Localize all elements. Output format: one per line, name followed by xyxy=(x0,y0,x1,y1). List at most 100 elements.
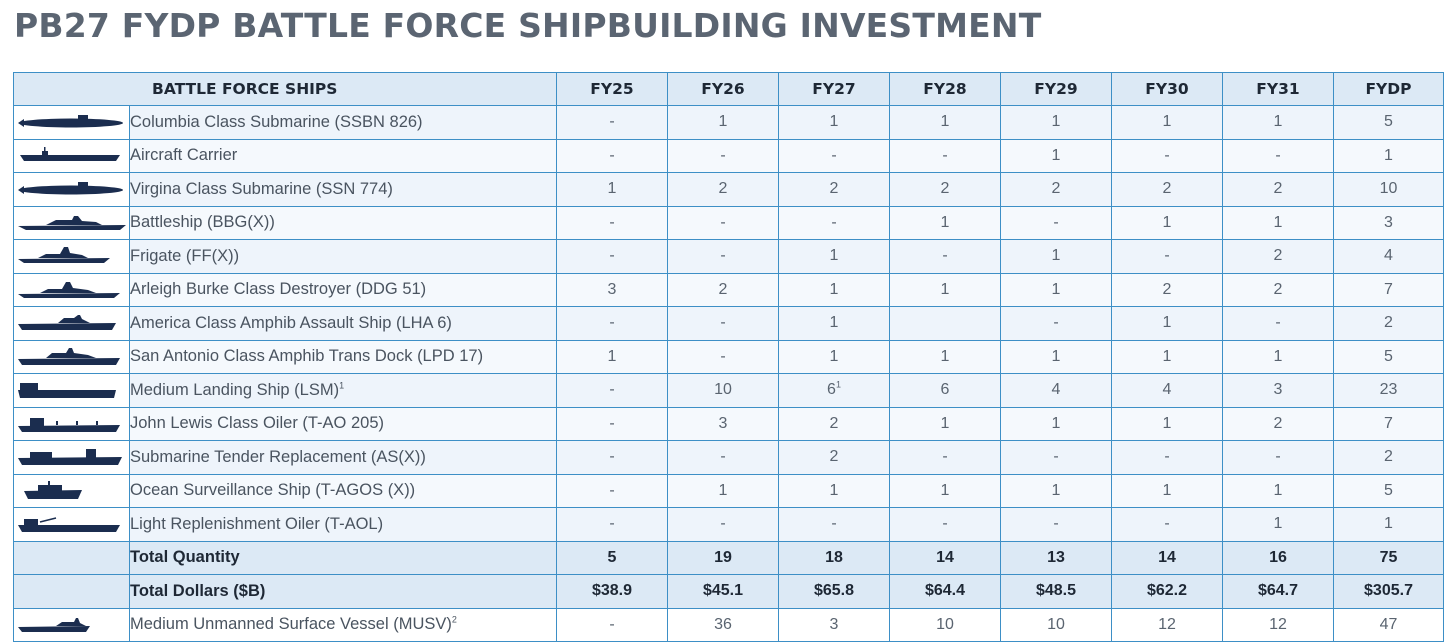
value-cell: $305.7 xyxy=(1333,574,1444,609)
ship-icon-cell xyxy=(13,339,130,374)
ship-name: Columbia Class Submarine (SSBN 826) xyxy=(129,105,557,140)
value-cell: 47 xyxy=(1333,607,1444,642)
value-cell: $62.2 xyxy=(1111,574,1223,609)
value-cell: - xyxy=(556,406,668,441)
table-row: Light Replenishment Oiler (T-AOL) ------… xyxy=(13,507,1444,542)
value-cell: 1 xyxy=(1000,272,1112,307)
value-cell: 2 xyxy=(889,172,1001,207)
value-cell: 1 xyxy=(889,205,1001,240)
value-cell: 1 xyxy=(778,339,890,374)
footnote-marker: 1 xyxy=(835,379,841,390)
header-fy27: FY27 xyxy=(778,72,890,106)
value-cell: - xyxy=(556,138,668,173)
value-cell: - xyxy=(556,473,668,508)
value-cell: 1 xyxy=(1111,205,1223,240)
value-cell: - xyxy=(889,507,1001,542)
value-cell: - xyxy=(1222,440,1334,475)
value-cell: 14 xyxy=(889,540,1001,575)
footnote-marker: 1 xyxy=(339,380,345,391)
ship-icon-cell xyxy=(13,105,130,140)
header-fy30: FY30 xyxy=(1111,72,1223,106)
value-cell: - xyxy=(667,239,779,274)
value-cell: - xyxy=(889,440,1001,475)
total-quantity-label: Total Quantity xyxy=(129,540,557,575)
value-cell: 10 xyxy=(667,373,779,408)
value-cell: 1 xyxy=(556,172,668,207)
replenishment-oiler-icon xyxy=(15,514,129,534)
table-row: San Antonio Class Amphib Trans Dock (LPD… xyxy=(13,339,1444,374)
landing-ship-icon xyxy=(15,380,129,400)
frigate-icon xyxy=(15,246,129,266)
table-row: Submarine Tender Replacement (AS(X)) --2… xyxy=(13,440,1444,475)
value-cell: - xyxy=(667,138,779,173)
value-cell: 23 xyxy=(1333,373,1444,408)
value-cell: 1 xyxy=(778,306,890,341)
value-cell: 19 xyxy=(667,540,779,575)
value-cell: 1 xyxy=(1222,507,1334,542)
value-cell: 10 xyxy=(889,607,1001,642)
ship-name: Frigate (FF(X)) xyxy=(129,239,557,274)
value-cell: 1 xyxy=(778,272,890,307)
value-cell: 3 xyxy=(1222,373,1334,408)
value-cell: 1 xyxy=(889,406,1001,441)
value-cell: 14 xyxy=(1111,540,1223,575)
header-fy31: FY31 xyxy=(1222,72,1334,106)
value-cell: 1 xyxy=(1333,507,1444,542)
value-cell: - xyxy=(556,306,668,341)
value-cell: - xyxy=(556,507,668,542)
value-cell: 1 xyxy=(1000,339,1112,374)
ship-name: Virgina Class Submarine (SSN 774) xyxy=(129,172,557,207)
value-cell: 2 xyxy=(1333,440,1444,475)
value-cell: - xyxy=(556,607,668,642)
value-cell: 1 xyxy=(1000,239,1112,274)
value-cell: 1 xyxy=(1000,473,1112,508)
value-cell: - xyxy=(778,205,890,240)
value-cell: 1 xyxy=(1222,339,1334,374)
header-fydp: FYDP xyxy=(1333,72,1444,106)
value-cell: 1 xyxy=(1111,406,1223,441)
value-cell: 7 xyxy=(1333,272,1444,307)
table-row: Medium Landing Ship (LSM)1 -10 61 6 4 4 3 23 xyxy=(13,373,1444,408)
value-cell: 1 xyxy=(1111,105,1223,140)
value-cell: 5 xyxy=(1333,473,1444,508)
value-cell: 1 xyxy=(778,473,890,508)
value-cell: - xyxy=(667,440,779,475)
value-cell: - xyxy=(556,105,668,140)
ship-icon-cell xyxy=(13,406,130,441)
value-cell: - xyxy=(1222,306,1334,341)
total-dollars-label: Total Dollars ($B) xyxy=(129,574,557,609)
value-cell: $65.8 xyxy=(778,574,890,609)
value-cell: 1 xyxy=(889,272,1001,307)
value-cell: 18 xyxy=(778,540,890,575)
value-cell: - xyxy=(778,507,890,542)
value-cell: - xyxy=(556,239,668,274)
ship-icon-cell xyxy=(13,306,130,341)
ship-icon-cell xyxy=(13,440,130,475)
destroyer-icon xyxy=(15,280,129,300)
value-cell: 75 xyxy=(1333,540,1444,575)
value-cell: - xyxy=(889,138,1001,173)
value-cell: - xyxy=(1000,205,1112,240)
ship-icon-cell xyxy=(13,373,130,408)
value-cell: - xyxy=(1111,440,1223,475)
value-cell: - xyxy=(556,440,668,475)
value-cell: 2 xyxy=(778,406,890,441)
value-cell: 10 xyxy=(1000,607,1112,642)
aircraft-carrier-icon xyxy=(15,146,129,166)
table-row: Aircraft Carrier ----1--1 xyxy=(13,138,1444,173)
value-cell: - xyxy=(1111,239,1223,274)
ship-icon-cell xyxy=(13,607,130,642)
value-cell: 61 xyxy=(778,373,890,408)
ship-name: San Antonio Class Amphib Trans Dock (LPD… xyxy=(129,339,557,374)
value-cell: 12 xyxy=(1111,607,1223,642)
oiler-icon xyxy=(15,414,129,434)
ship-name: Battleship (BBG(X)) xyxy=(129,205,557,240)
ship-name: Light Replenishment Oiler (T-AOL) xyxy=(129,507,557,542)
amphib-dock-ship-icon xyxy=(15,347,129,367)
tender-icon xyxy=(15,447,129,467)
